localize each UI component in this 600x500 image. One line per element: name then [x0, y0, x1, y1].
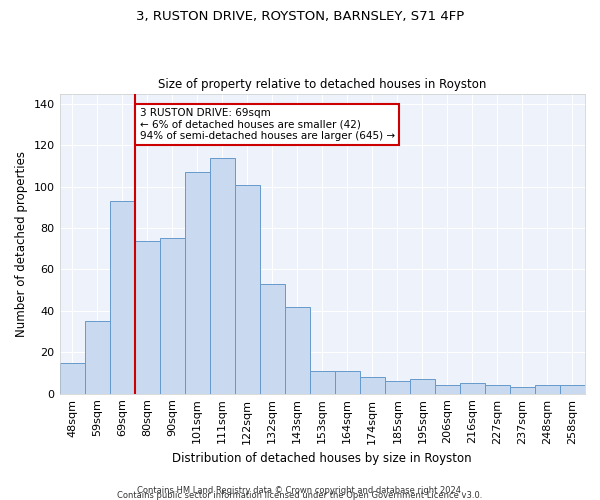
Text: Contains HM Land Registry data © Crown copyright and database right 2024.: Contains HM Land Registry data © Crown c… — [137, 486, 463, 495]
Bar — [134, 240, 160, 394]
Text: 3 RUSTON DRIVE: 69sqm
← 6% of detached houses are smaller (42)
94% of semi-detac: 3 RUSTON DRIVE: 69sqm ← 6% of detached h… — [140, 108, 395, 141]
Bar — [535, 386, 560, 394]
Bar — [310, 371, 335, 394]
Bar — [485, 386, 510, 394]
Bar — [510, 388, 535, 394]
Bar — [160, 238, 185, 394]
Bar — [335, 371, 360, 394]
Bar — [560, 386, 585, 394]
Bar — [460, 384, 485, 394]
Bar — [285, 306, 310, 394]
Text: Contains public sector information licensed under the Open Government Licence v3: Contains public sector information licen… — [118, 491, 482, 500]
Bar — [110, 201, 134, 394]
Bar — [435, 386, 460, 394]
Bar — [85, 321, 110, 394]
Bar — [385, 382, 410, 394]
Bar — [360, 377, 385, 394]
Title: Size of property relative to detached houses in Royston: Size of property relative to detached ho… — [158, 78, 487, 91]
Text: 3, RUSTON DRIVE, ROYSTON, BARNSLEY, S71 4FP: 3, RUSTON DRIVE, ROYSTON, BARNSLEY, S71 … — [136, 10, 464, 23]
Bar — [185, 172, 209, 394]
Bar — [410, 379, 435, 394]
Bar — [260, 284, 285, 394]
Bar — [59, 362, 85, 394]
Y-axis label: Number of detached properties: Number of detached properties — [15, 150, 28, 336]
Bar — [235, 184, 260, 394]
X-axis label: Distribution of detached houses by size in Royston: Distribution of detached houses by size … — [172, 452, 472, 465]
Bar — [209, 158, 235, 394]
